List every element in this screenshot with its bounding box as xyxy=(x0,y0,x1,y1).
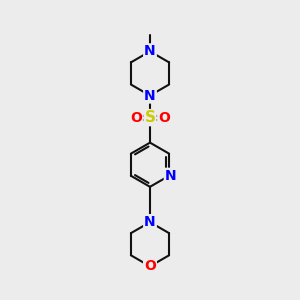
Text: N: N xyxy=(144,215,156,229)
Text: N: N xyxy=(144,44,156,58)
Text: N: N xyxy=(165,169,176,183)
Text: O: O xyxy=(144,259,156,273)
Text: O: O xyxy=(158,111,170,124)
Text: S: S xyxy=(145,110,155,125)
Text: O: O xyxy=(130,111,142,124)
Text: N: N xyxy=(144,88,156,103)
